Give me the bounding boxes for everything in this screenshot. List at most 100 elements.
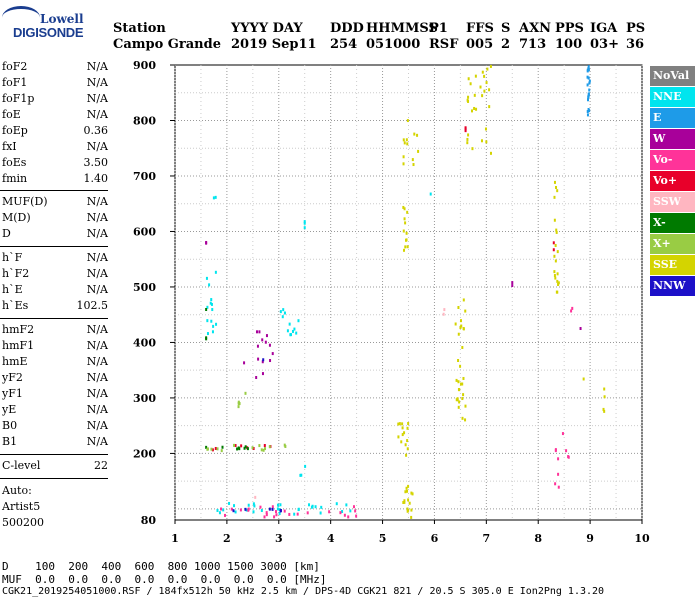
x-tick-label: 5	[379, 532, 387, 545]
echo-point	[269, 359, 272, 363]
sidebar-row-b0: B0 N/A	[2, 419, 108, 435]
echo-point	[554, 259, 557, 263]
sidebar-row-hes: h`Es 102.5	[2, 299, 108, 315]
echo-point	[511, 284, 514, 288]
echo-point	[232, 509, 235, 513]
echo-point	[401, 422, 404, 426]
echo-point	[215, 322, 218, 326]
sidebar-divider	[0, 454, 108, 455]
echo-point	[271, 352, 274, 356]
echo-point	[411, 158, 414, 162]
legend-item-ssw: SSW	[650, 192, 695, 212]
echo-point	[553, 195, 556, 199]
header-pps-label: PPS	[555, 21, 584, 36]
echo-point	[587, 94, 590, 98]
echo-point	[239, 508, 242, 512]
echo-point	[293, 512, 296, 516]
echo-point	[278, 511, 281, 515]
echo-point	[464, 127, 467, 131]
echo-point	[400, 440, 403, 444]
echo-point	[402, 229, 405, 233]
echo-point	[407, 422, 410, 426]
autoscaler-name: Artist5	[2, 500, 108, 516]
echo-point	[234, 444, 237, 448]
sidebar-row-yf1: yF1 N/A	[2, 387, 108, 403]
echo-point	[263, 515, 266, 519]
echo-point	[586, 68, 589, 72]
echo-point	[261, 338, 264, 342]
echo-point	[407, 498, 410, 502]
param-label: foEs	[2, 156, 27, 169]
echo-point	[282, 308, 285, 312]
echo-point	[339, 511, 342, 515]
y-tick-label: 600	[133, 225, 156, 238]
legend-item-e: E	[650, 108, 695, 128]
auto-version: 500200	[2, 516, 44, 529]
plot-frame	[174, 64, 643, 521]
header-ps-value: 36	[626, 37, 645, 52]
auto-name: Artist5	[2, 500, 41, 513]
echo-point	[406, 447, 409, 451]
echo-point	[210, 298, 213, 302]
echo-point	[260, 508, 263, 512]
param-value: N/A	[86, 251, 108, 264]
echo-point	[410, 515, 413, 519]
echo-point	[210, 447, 213, 451]
param-label: B0	[2, 419, 18, 432]
echo-point	[251, 446, 254, 450]
echo-point	[466, 141, 469, 145]
echo-point	[222, 508, 225, 512]
echo-point	[402, 155, 405, 159]
echo-point	[297, 319, 300, 323]
echo-point	[236, 447, 239, 451]
echo-point	[461, 382, 464, 386]
echo-point	[283, 311, 286, 315]
echo-point	[454, 322, 457, 326]
echo-point	[467, 133, 470, 137]
param-label: fmin	[2, 172, 28, 185]
echo-point	[308, 503, 311, 507]
legend-item-vo-: Vo+	[650, 171, 695, 191]
sidebar-row-fxI: fxI N/A	[2, 140, 108, 156]
echo-point	[293, 327, 296, 331]
echo-point	[582, 377, 585, 381]
echo-point	[252, 447, 255, 451]
echo-point	[254, 495, 257, 499]
echo-point	[335, 502, 338, 506]
y-tick-label: 200	[133, 447, 156, 460]
echo-point	[553, 274, 556, 278]
param-value: 3.50	[83, 156, 109, 169]
echo-point	[259, 505, 262, 509]
echo-point	[406, 210, 409, 214]
echo-point	[455, 398, 458, 402]
echo-point	[480, 139, 483, 143]
series-x-	[206, 391, 287, 453]
footer-muf-row: MUF 0.0 0.0 0.0 0.0 0.0 0.0 0.0 0.0 [MHz…	[2, 573, 327, 586]
series-x-	[205, 307, 249, 451]
echo-point	[481, 94, 484, 98]
echo-point	[404, 490, 407, 494]
echo-point	[557, 283, 560, 287]
x-tick-label: 10	[634, 532, 650, 545]
echo-point	[586, 75, 589, 79]
echo-point	[485, 81, 488, 85]
echo-point	[403, 500, 406, 504]
param-label: yF1	[2, 387, 23, 400]
sidebar-row-b1: B1 N/A	[2, 435, 108, 451]
y-tick-label: 400	[133, 336, 156, 349]
echo-point	[402, 501, 405, 505]
header-ddd-label: DDD	[330, 21, 364, 36]
echo-point	[214, 446, 217, 450]
echo-point	[276, 503, 279, 507]
y-tick-label: 800	[133, 114, 156, 127]
echo-point	[464, 129, 467, 133]
echo-point	[328, 510, 331, 514]
header-station-label: Station	[113, 21, 166, 36]
echo-point	[281, 315, 284, 319]
sidebar-row-hf2: h`F2 N/A	[2, 267, 108, 283]
echo-point	[303, 220, 306, 224]
param-label: M(D)	[2, 211, 31, 224]
sidebar-row-d: D N/A	[2, 227, 108, 243]
param-label: foF1	[2, 76, 28, 89]
echo-point	[237, 405, 240, 409]
